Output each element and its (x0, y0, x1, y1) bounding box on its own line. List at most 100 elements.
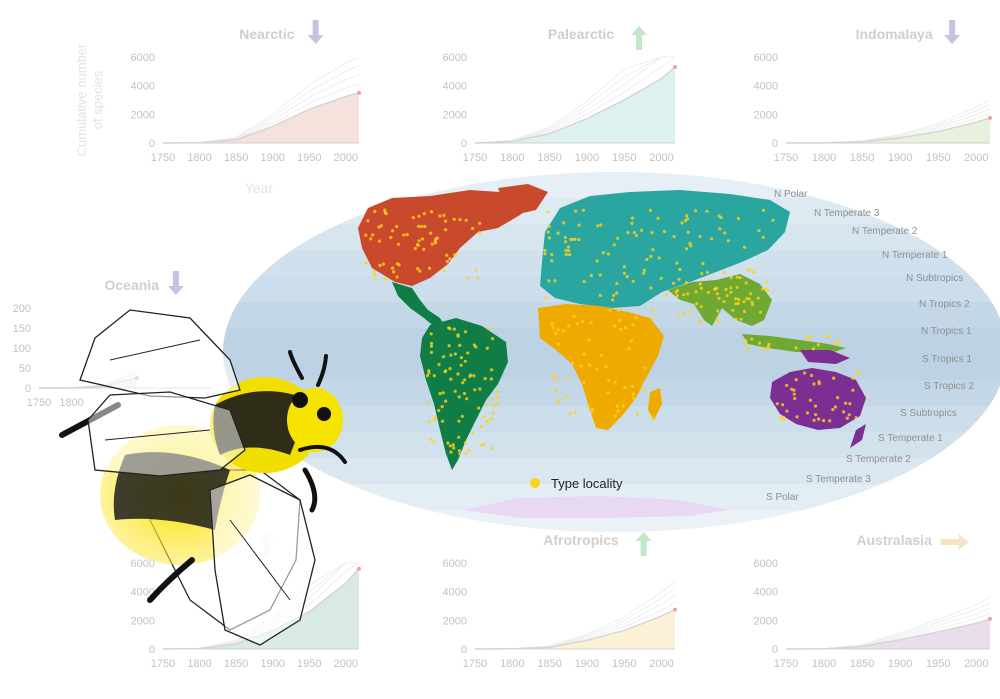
type-locality-point (391, 229, 395, 233)
area-fill (163, 92, 359, 143)
type-locality-point (496, 395, 500, 399)
type-locality-point (794, 346, 798, 350)
type-locality-point (447, 344, 451, 348)
x-tick-label: 1850 (224, 658, 248, 670)
type-locality-point (391, 266, 395, 270)
type-locality-point (582, 380, 586, 384)
y-tick-label: 4000 (131, 587, 155, 599)
type-locality-point (705, 270, 710, 274)
type-locality-point (749, 292, 753, 296)
type-locality-point (634, 315, 638, 320)
y-tick-label: 2000 (754, 109, 778, 121)
type-locality-point (461, 381, 465, 385)
type-locality-point (433, 415, 437, 419)
type-locality-point (725, 294, 729, 298)
type-locality-point (395, 225, 399, 229)
series-end-point (673, 607, 677, 612)
x-tick-label: 2000 (964, 658, 988, 670)
type-locality-point (430, 242, 434, 246)
y-tick-label: 200 (13, 303, 31, 315)
type-locality-point (750, 337, 754, 341)
type-locality-point (550, 253, 554, 257)
y-tick-label: 100 (13, 343, 31, 355)
type-locality-point (615, 291, 619, 295)
type-locality-point (648, 208, 653, 212)
type-locality-point (746, 268, 750, 272)
type-locality-point (417, 214, 421, 218)
panel-title: Afrotropics (543, 532, 619, 548)
type-locality-point (758, 310, 763, 314)
type-locality-point (445, 260, 449, 264)
type-locality-point (471, 226, 475, 231)
series-end-point (673, 65, 677, 70)
type-locality-point (650, 231, 654, 235)
type-locality-point (484, 403, 488, 407)
type-locality-point (487, 327, 491, 331)
type-locality-point (482, 442, 486, 446)
type-locality-point (695, 302, 699, 306)
type-locality-point (452, 327, 456, 331)
y-tick-label: 2000 (754, 615, 778, 627)
x-tick-label: 1850 (537, 152, 561, 164)
type-locality-point (364, 233, 368, 237)
series-end-point (988, 616, 992, 621)
band-label: N Temperate 3 (814, 208, 880, 219)
type-locality-point (736, 216, 741, 221)
type-locality-point (828, 419, 832, 423)
type-locality-point (812, 418, 816, 422)
type-locality-point (582, 280, 586, 284)
type-locality-point (617, 308, 621, 312)
bee-antenna (288, 350, 304, 380)
y-tick-label: 0 (149, 644, 155, 656)
type-locality-point (598, 293, 602, 297)
type-locality-point (427, 369, 431, 373)
type-locality-point (423, 224, 427, 229)
type-locality-point (744, 339, 748, 343)
type-locality-point (611, 298, 615, 302)
type-locality-point (778, 416, 782, 420)
y-tick-label: 4000 (443, 587, 467, 599)
type-locality-point (590, 409, 594, 413)
type-locality-point (579, 364, 583, 368)
type-locality-point (817, 417, 821, 421)
band-label: N Temperate 2 (852, 226, 918, 237)
x-tick-label: 1900 (575, 658, 599, 670)
type-locality-point (833, 405, 838, 409)
type-locality-point (677, 277, 681, 281)
type-locality-point (459, 356, 463, 360)
type-locality-point (782, 415, 786, 419)
type-locality-point (463, 378, 467, 382)
type-locality-point (601, 251, 605, 255)
type-locality-point (372, 269, 376, 274)
type-locality-point (833, 342, 838, 346)
type-locality-point (607, 379, 611, 383)
type-locality-point (554, 388, 558, 393)
type-locality-point (554, 331, 558, 335)
type-locality-point (448, 444, 452, 448)
type-locality-point (742, 245, 747, 249)
band-label: S Temperate 2 (846, 454, 911, 465)
type-locality-point (803, 371, 807, 375)
type-locality-point (460, 414, 464, 418)
type-locality-point (735, 285, 739, 289)
area-fill (475, 67, 675, 143)
type-locality-point (832, 376, 836, 380)
type-locality-point (689, 244, 693, 248)
type-locality-point (761, 287, 765, 291)
type-locality-point (817, 380, 821, 384)
type-locality-point (574, 209, 578, 213)
type-locality-point (757, 229, 761, 233)
type-locality-point (812, 382, 816, 386)
trend-arrow-down-icon (167, 271, 184, 295)
x-tick-label: 1850 (850, 152, 874, 164)
type-locality-point (675, 294, 679, 298)
type-locality-point (544, 296, 548, 300)
type-locality-point (630, 216, 635, 220)
type-locality-point (731, 308, 735, 312)
type-locality-point (676, 313, 680, 317)
x-tick-label: 1900 (260, 152, 284, 164)
type-locality-point (624, 326, 628, 330)
bee-eye (292, 392, 308, 408)
bee-fore-wing (79, 309, 241, 399)
type-locality-point (437, 362, 441, 367)
